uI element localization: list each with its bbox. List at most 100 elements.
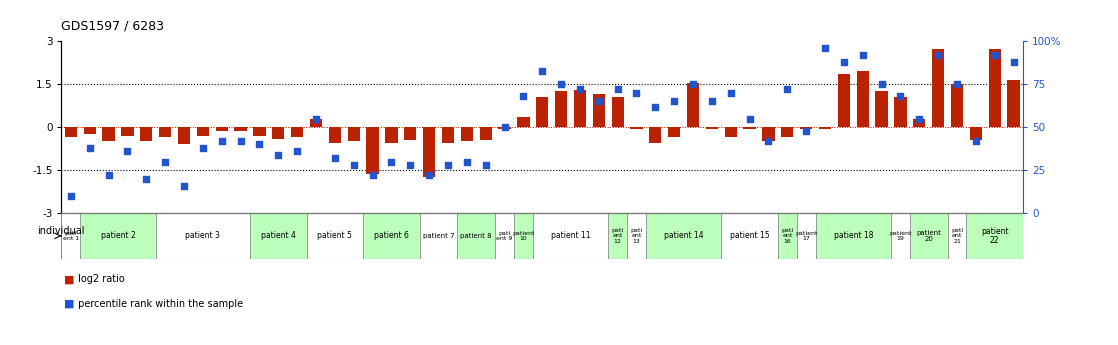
Bar	[461, 127, 473, 141]
Point	[835, 59, 853, 65]
Bar	[495, 213, 514, 259]
Bar	[781, 127, 794, 137]
Bar	[686, 83, 699, 127]
Point	[212, 138, 230, 144]
Bar	[61, 213, 80, 259]
Bar	[140, 127, 152, 141]
Bar	[818, 127, 831, 129]
Point	[552, 81, 570, 87]
Text: patient
10: patient 10	[512, 231, 534, 241]
Point	[759, 138, 777, 144]
Bar	[65, 127, 77, 137]
Point	[778, 87, 796, 92]
Point	[61, 193, 79, 199]
Text: patient 7: patient 7	[423, 233, 454, 239]
Bar	[837, 74, 850, 127]
Bar	[800, 127, 813, 129]
Point	[590, 99, 608, 104]
Point	[665, 99, 683, 104]
Bar	[348, 127, 360, 141]
Bar	[499, 127, 511, 129]
Bar	[555, 91, 567, 127]
Point	[439, 162, 457, 168]
Bar	[913, 119, 926, 127]
Bar	[80, 213, 155, 259]
Text: patient 5: patient 5	[318, 231, 352, 240]
Point	[684, 81, 702, 87]
Bar	[797, 213, 816, 259]
Point	[458, 159, 476, 164]
Bar	[743, 127, 756, 129]
Text: patient 2: patient 2	[101, 231, 135, 240]
Point	[495, 125, 513, 130]
Point	[307, 116, 325, 121]
Point	[627, 90, 645, 96]
Bar	[537, 97, 548, 127]
Bar	[254, 127, 266, 136]
Bar	[988, 49, 1001, 127]
Bar	[650, 127, 662, 143]
Bar	[480, 127, 492, 140]
Bar	[272, 127, 284, 139]
Text: patient 11: patient 11	[551, 231, 590, 240]
Bar	[705, 127, 718, 129]
Point	[967, 138, 985, 144]
Text: patient
17: patient 17	[795, 231, 817, 241]
Text: pati
ent
13: pati ent 13	[631, 228, 643, 244]
Bar	[631, 127, 643, 129]
Bar	[250, 213, 306, 259]
Point	[250, 141, 268, 147]
Bar	[310, 119, 322, 127]
Point	[326, 155, 344, 161]
Text: patient
20: patient 20	[917, 230, 941, 242]
Text: GDS1597 / 6283: GDS1597 / 6283	[61, 20, 164, 33]
Point	[363, 172, 381, 178]
Point	[910, 116, 928, 121]
Text: patient 18: patient 18	[834, 231, 873, 240]
Bar	[235, 127, 247, 131]
Bar	[574, 90, 586, 127]
Bar	[122, 127, 134, 136]
Text: patient 3: patient 3	[186, 231, 220, 240]
Bar	[84, 127, 96, 134]
Text: patient 6: patient 6	[375, 231, 409, 240]
Point	[176, 183, 193, 188]
Bar	[291, 127, 303, 137]
Text: patient 4: patient 4	[260, 231, 296, 240]
Bar	[329, 127, 341, 143]
Point	[1005, 59, 1023, 65]
Bar	[197, 127, 209, 136]
Bar	[875, 91, 888, 127]
Bar	[442, 127, 454, 143]
Point	[100, 172, 117, 178]
Bar	[932, 49, 945, 127]
Bar	[950, 84, 963, 127]
Bar	[724, 127, 737, 137]
Text: pati
ent
16: pati ent 16	[781, 228, 794, 244]
Point	[344, 162, 362, 168]
Bar	[457, 213, 495, 259]
Point	[986, 52, 1004, 58]
Bar	[894, 97, 907, 127]
Point	[382, 159, 400, 164]
Point	[873, 81, 891, 87]
Point	[138, 176, 155, 181]
Point	[740, 116, 758, 121]
Bar	[1007, 80, 1020, 127]
Point	[646, 104, 664, 109]
Bar	[419, 213, 457, 259]
Point	[269, 152, 287, 157]
Bar	[593, 94, 605, 127]
Point	[571, 87, 589, 92]
Text: ■: ■	[64, 275, 74, 284]
Text: patient 15: patient 15	[730, 231, 769, 240]
Bar	[514, 213, 533, 259]
Text: percentile rank within the sample: percentile rank within the sample	[75, 299, 243, 308]
Bar	[533, 213, 608, 259]
Point	[854, 52, 872, 58]
Bar	[627, 213, 646, 259]
Text: pati
ent
21: pati ent 21	[951, 228, 963, 244]
Point	[891, 93, 909, 99]
Bar	[966, 213, 1023, 259]
Point	[948, 81, 966, 87]
